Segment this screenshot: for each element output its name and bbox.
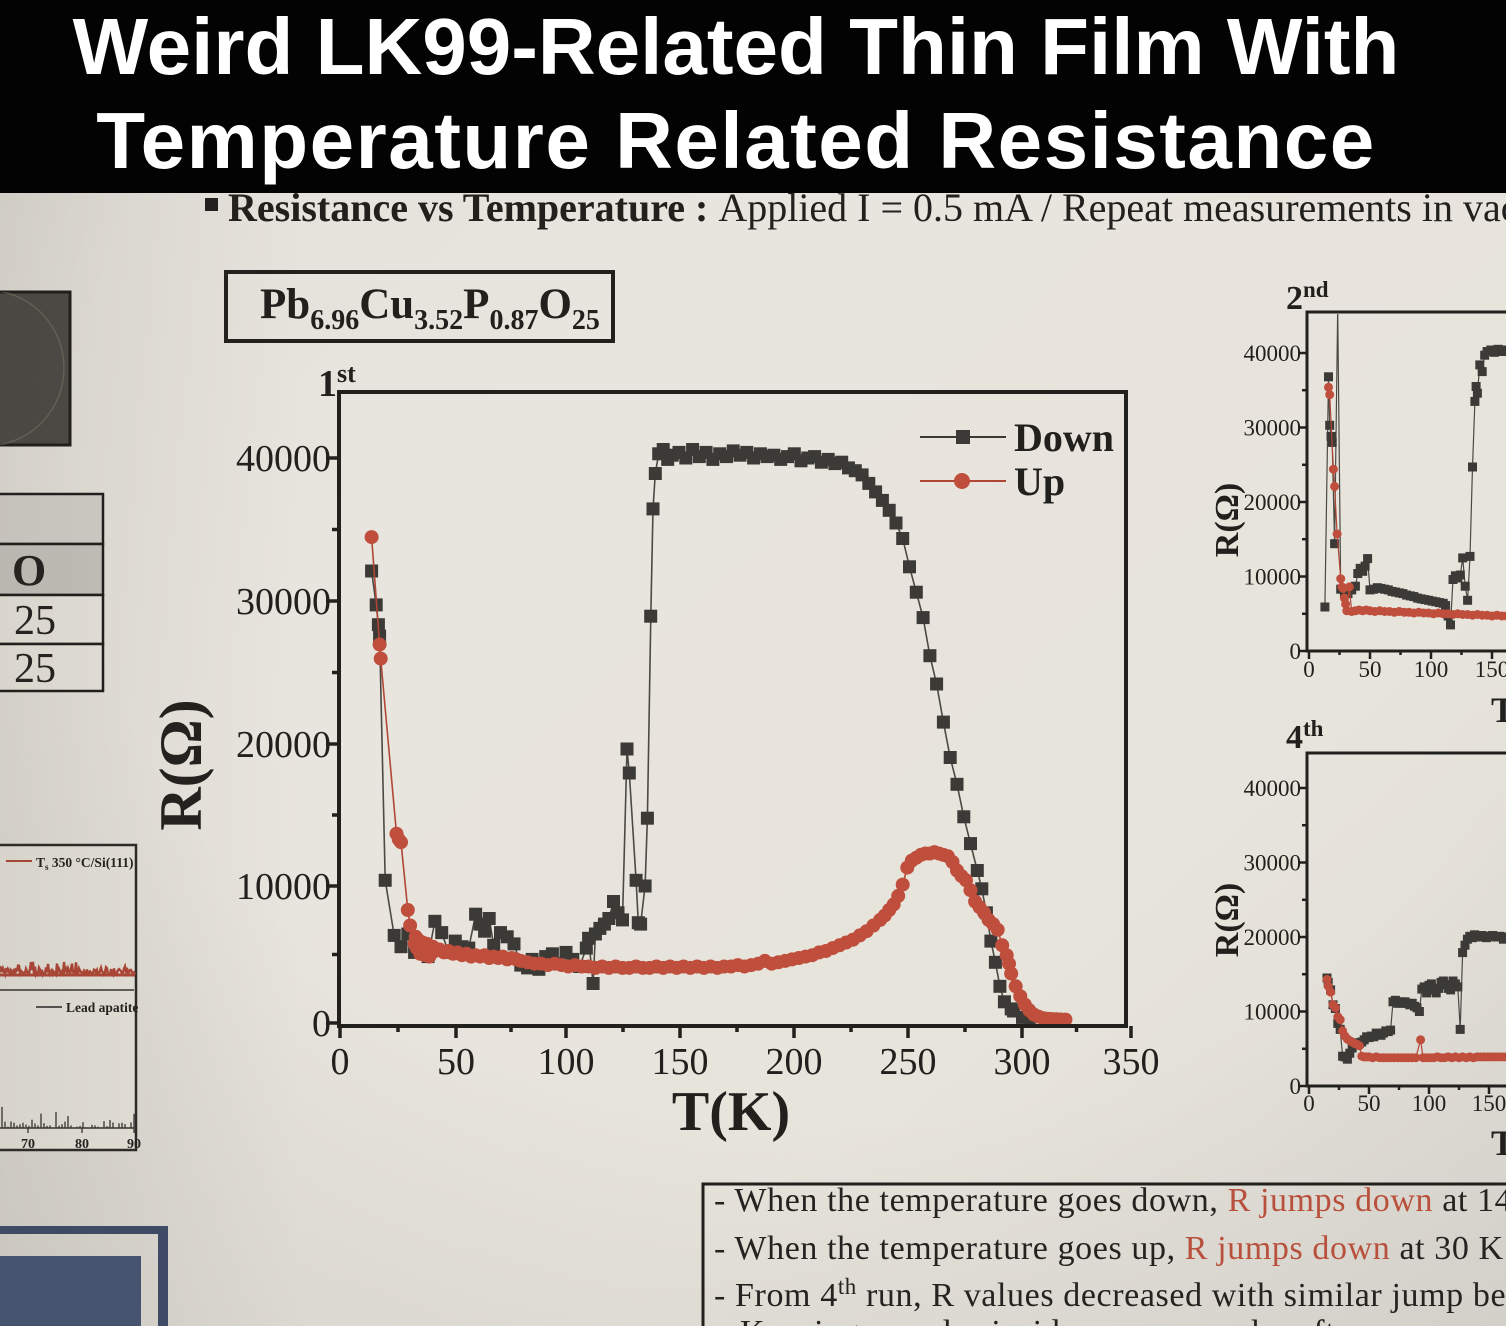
svg-text:Weird LK99-Related Thin Film W: Weird LK99-Related Thin Film With [73,2,1400,91]
svg-text:Temperature Related Resistance: Temperature Related Resistance [96,96,1376,185]
